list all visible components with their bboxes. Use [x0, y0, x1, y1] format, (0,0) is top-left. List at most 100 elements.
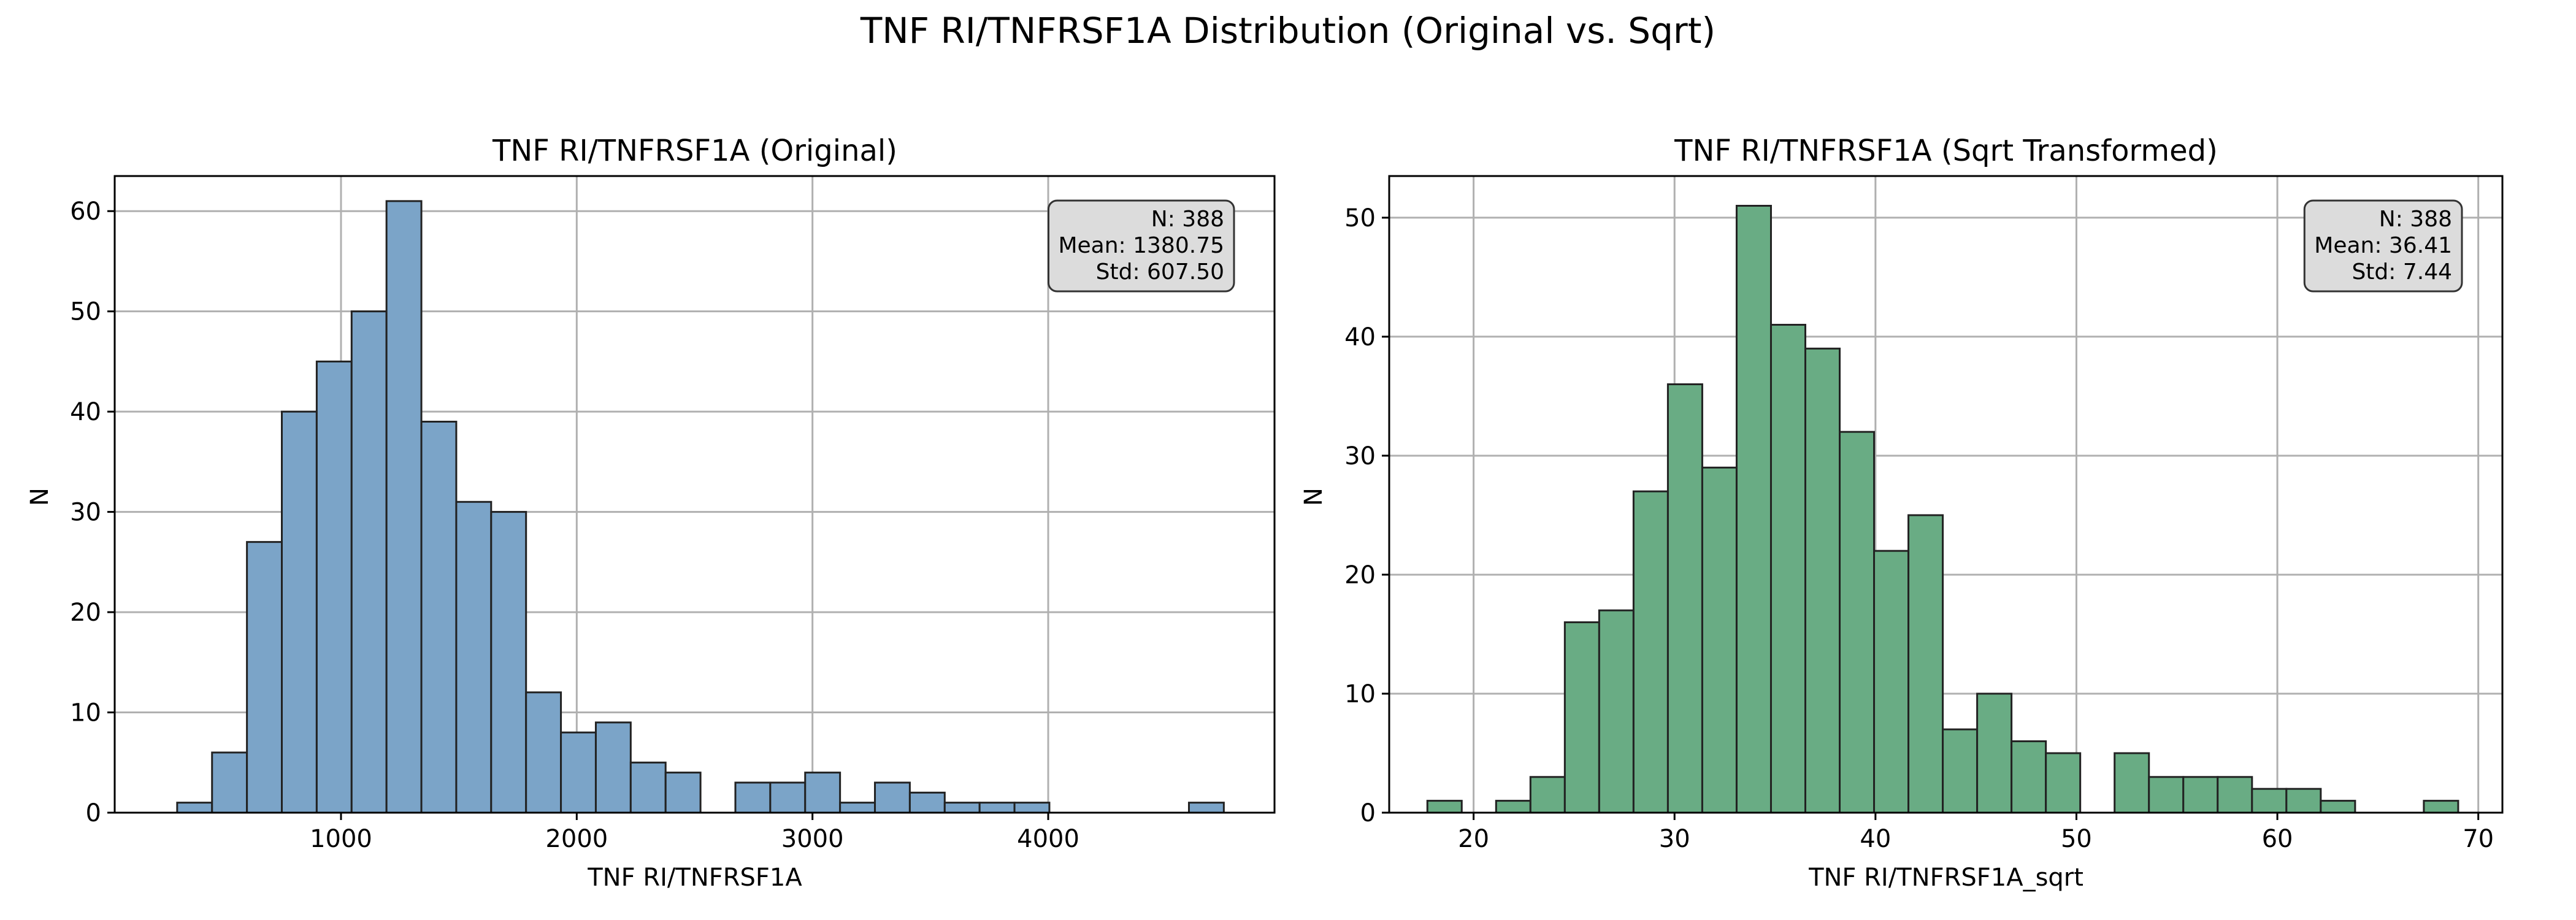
x-tick-label: 70 [2463, 825, 2494, 853]
histogram-bar [2423, 800, 2459, 814]
y-tick-label: 20 [1344, 561, 1376, 589]
ticks-sqrt: 20 30 40 50 60 70 0 10 20 30 40 50 [1344, 204, 2494, 853]
histogram-bar [2114, 752, 2150, 814]
histogram-bar [1701, 466, 1738, 814]
y-tick-label: 50 [70, 298, 101, 326]
bars-original [176, 200, 1225, 814]
x-tick-label: 4000 [1017, 825, 1079, 853]
stats-box-background [1047, 199, 1235, 293]
x-tick-label: 2000 [545, 825, 608, 853]
histogram-bar [1563, 621, 1600, 814]
bars-sqrt [1426, 205, 2459, 814]
y-tick-label: 10 [1344, 680, 1376, 708]
histogram-bar [385, 200, 423, 814]
histogram-bar [943, 802, 981, 814]
x-tick-label: 40 [1860, 825, 1891, 853]
stats-mean: Mean: 1380.75 [1058, 233, 1224, 258]
histogram-bar [2182, 776, 2219, 814]
x-tick-label: 1000 [310, 825, 372, 853]
stats-mean: Mean: 36.41 [2314, 233, 2452, 258]
histogram-bar [2285, 788, 2322, 814]
histogram-bar [2148, 776, 2185, 814]
histogram-bar [978, 802, 1016, 814]
y-tick-label: 10 [70, 699, 101, 727]
histogram-bar [2045, 752, 2082, 814]
x-tick-label: 50 [2061, 825, 2092, 853]
histogram-bar [1942, 728, 1979, 814]
histogram-bar [629, 761, 667, 814]
histogram-bar [350, 310, 388, 814]
y-tick-label: 30 [1344, 442, 1376, 470]
x-axis-label-sqrt: TNF RI/TNFRSF1A_sqrt [1808, 864, 2083, 892]
histogram-bar [1632, 490, 1669, 814]
y-axis-label-original: N [26, 488, 54, 506]
stats-box-original: N: 388 Mean: 1380.75 Std: 607.50 [1047, 199, 1235, 293]
stats-std: Std: 7.44 [2352, 259, 2452, 285]
histogram-bar [1187, 802, 1225, 814]
histogram-bar [1598, 609, 1635, 814]
stats-n: N: 388 [2379, 207, 2452, 232]
histogram-bar [1976, 692, 2013, 814]
x-tick-label: 60 [2262, 825, 2293, 853]
histogram-bar [734, 781, 772, 814]
histogram-bar [1495, 800, 1531, 814]
histogram-bar [874, 781, 911, 814]
chart-title-original: TNF RI/TNFRSF1A (Original) [492, 134, 897, 168]
histogram-bar [560, 731, 597, 814]
histogram-bar [490, 511, 527, 814]
histogram-bar [281, 410, 318, 814]
histogram-bar [769, 781, 807, 814]
histogram-bar [1769, 324, 1806, 814]
plot-frame-original [113, 175, 1276, 814]
histogram-bar [1839, 431, 1876, 814]
histogram-bar [1013, 802, 1051, 814]
histogram-bar [594, 721, 632, 814]
histogram-original: TNF RI/TNFRSF1A (Original) TNF RI/TNFRSF… [26, 134, 1276, 892]
histogram-bar [315, 360, 353, 814]
figure-title: TNF RI/TNFRSF1A Distribution (Original v… [860, 10, 1715, 52]
histogram-bar [1426, 800, 1463, 814]
histogram-bar [1529, 776, 1566, 814]
histogram-bar [211, 751, 248, 814]
histogram-bar [839, 802, 876, 814]
histogram-bar [908, 791, 946, 814]
x-tick-label: 3000 [781, 825, 844, 853]
histogram-bar [455, 500, 493, 814]
histogram-bar [804, 772, 841, 814]
histogram-bar [1873, 550, 1910, 814]
histogram-bar [2217, 776, 2253, 814]
y-tick-label: 20 [70, 599, 101, 627]
y-tick-label: 40 [1344, 323, 1376, 351]
plot-frame-sqrt [1388, 175, 2504, 814]
histogram-bar [1907, 514, 1944, 814]
histogram-sqrt: TNF RI/TNFRSF1A (Sqrt Transformed) TNF R… [1300, 134, 2504, 892]
histogram-bar [1804, 347, 1841, 814]
histogram-bar [420, 420, 458, 814]
y-axis-label-sqrt: N [1300, 488, 1328, 506]
stats-std: Std: 607.50 [1096, 259, 1224, 285]
chart-title-sqrt: TNF RI/TNFRSF1A (Sqrt Transformed) [1674, 134, 2218, 168]
stats-n: N: 388 [1151, 207, 1224, 232]
y-tick-label: 30 [70, 499, 101, 527]
histogram-bar [246, 541, 283, 814]
ticks-original: 1000 2000 3000 4000 0 10 20 30 40 50 60 [70, 197, 1079, 853]
histogram-bar [2011, 740, 2047, 814]
histogram-bar [664, 772, 702, 814]
stats-box-sqrt: N: 388 Mean: 36.41 Std: 7.44 [2303, 199, 2463, 293]
y-tick-label: 0 [86, 799, 101, 827]
y-tick-label: 40 [70, 398, 101, 426]
stats-box-background [2303, 199, 2463, 293]
histogram-bar [2251, 788, 2288, 814]
histogram-bar [2320, 800, 2356, 814]
histogram-bar [176, 802, 213, 814]
y-tick-label: 50 [1344, 204, 1376, 232]
x-tick-label: 30 [1659, 825, 1690, 853]
y-tick-label: 60 [70, 197, 101, 226]
x-axis-label-original: TNF RI/TNFRSF1A [587, 864, 802, 892]
histogram-bar [525, 691, 562, 814]
histogram-bar [1735, 205, 1772, 814]
y-tick-label: 0 [1360, 799, 1376, 827]
x-tick-label: 20 [1458, 825, 1489, 853]
histogram-bar [1666, 383, 1703, 814]
